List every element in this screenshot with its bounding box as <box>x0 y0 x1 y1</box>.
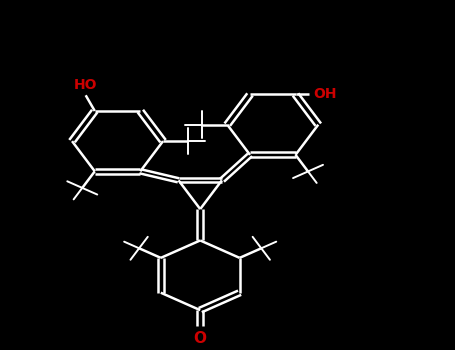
Text: HO: HO <box>74 78 97 92</box>
Text: O: O <box>194 331 207 346</box>
Text: OH: OH <box>313 88 337 102</box>
